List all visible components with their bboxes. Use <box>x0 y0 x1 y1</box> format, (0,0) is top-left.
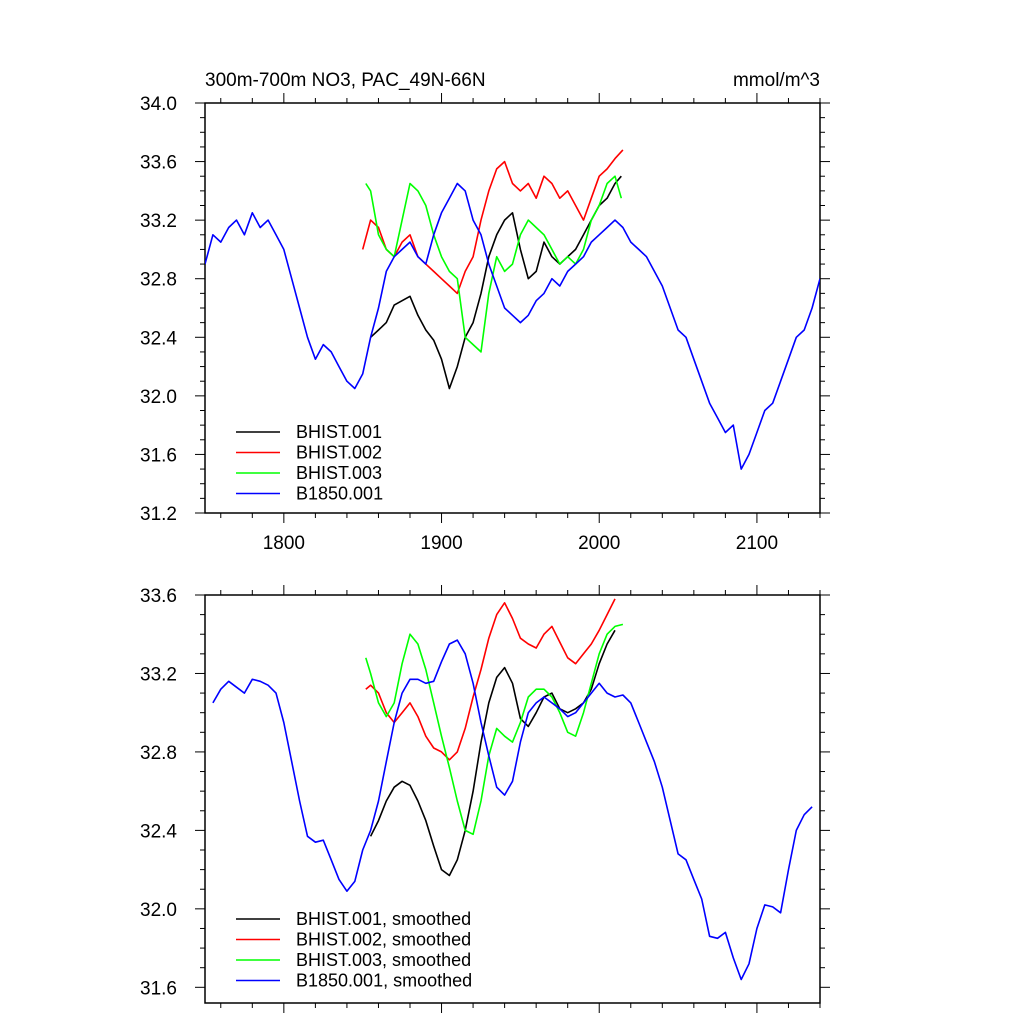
y-tick-label: 32.0 <box>140 387 177 408</box>
x-tick-label: 1900 <box>420 533 462 554</box>
y-tick-label: 32.4 <box>140 821 177 842</box>
y-tick-label: 31.6 <box>140 445 177 466</box>
chart-title: 300m-700m NO3, PAC_49N-66N <box>205 70 486 91</box>
series-line-bhist-002 <box>361 149 624 295</box>
plot-frame-2 <box>204 594 821 1004</box>
y-tick-label: 32.0 <box>140 900 177 921</box>
panel-bottom: 31.6 32.0 32.4 32.8 33.2 33.6 BHIST.001, smoot… <box>140 585 830 1013</box>
y-tick-label: 32.8 <box>140 270 177 291</box>
y-tick-label: 31.2 <box>140 504 177 525</box>
series-line-b1850-001 <box>212 639 813 981</box>
legend-label: B1850.001 <box>296 484 383 504</box>
y-tick-label: 34.0 <box>140 94 177 115</box>
series-line-bhist-002 <box>365 598 616 761</box>
y-tick-label: 33.2 <box>140 664 177 685</box>
legend-label: BHIST.003, smoothed <box>296 950 471 970</box>
chart-units: mmol/m^3 <box>733 70 820 91</box>
y-tick-label: 33.6 <box>140 153 177 174</box>
series-line-bhist-003 <box>365 623 624 836</box>
legend-label: BHIST.003 <box>296 463 382 483</box>
y-tick-label: 32.4 <box>140 328 177 349</box>
y-tick-label: 33.6 <box>140 586 177 607</box>
series-line-bhist-001 <box>369 629 616 877</box>
x-tick-label: 2000 <box>578 533 620 554</box>
series-line-b1850-001 <box>205 182 820 470</box>
series-line-bhist-001 <box>370 175 622 390</box>
legend-label: BHIST.001, smoothed <box>296 909 471 929</box>
legend-label: BHIST.002, smoothed <box>296 930 471 950</box>
legend-label: BHIST.002 <box>296 443 382 463</box>
legend-label: BHIST.001 <box>296 422 382 442</box>
y-tick-label: 33.2 <box>140 211 177 232</box>
series-line-bhist-003 <box>365 175 623 353</box>
x-tick-label: 1800 <box>263 533 305 554</box>
y-tick-label: 32.8 <box>140 743 177 764</box>
legend-label: B1850.001, smoothed <box>296 971 472 991</box>
panel-top: 300m-700m NO3, PAC_49N-66N mmol/m^3 1800… <box>140 70 830 554</box>
y-tick-label: 31.6 <box>140 978 177 999</box>
x-tick-label: 2100 <box>736 533 778 554</box>
